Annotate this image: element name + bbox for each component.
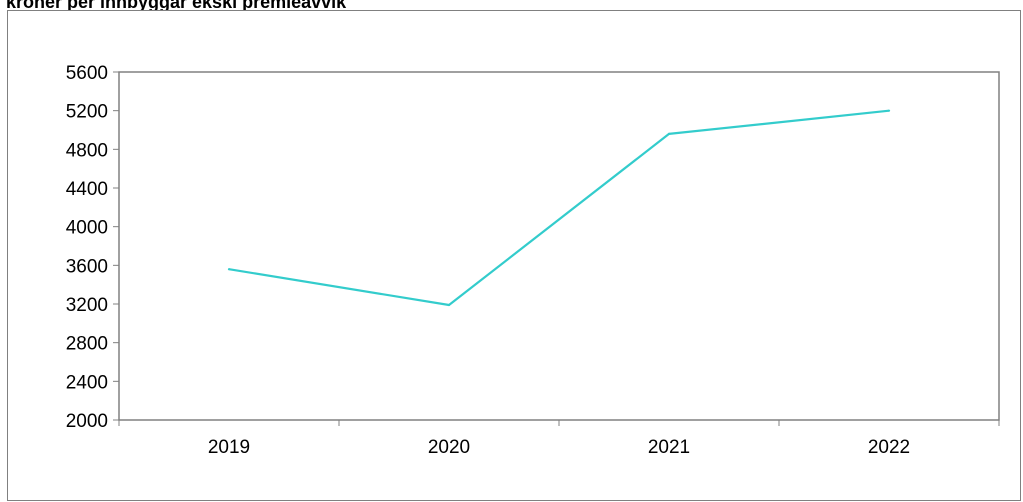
data-point — [227, 268, 231, 271]
y-tick-label: 4800 — [66, 140, 108, 161]
series-layer — [227, 109, 891, 307]
y-tick-label: 3600 — [66, 256, 108, 277]
y-axis: 2000 2400 2800 3200 3600 4000 4400 4800 5200 5600 — [66, 63, 119, 432]
y-tick-label: 5600 — [66, 63, 108, 84]
y-tick-label: 4400 — [66, 179, 108, 200]
y-tick-label: 4000 — [66, 218, 108, 239]
x-tick-label: 2021 — [648, 437, 690, 458]
x-tick-label: 2019 — [208, 437, 250, 458]
series-line — [228, 109, 890, 307]
x-tick-label: 2020 — [428, 437, 470, 458]
data-point — [447, 303, 451, 307]
x-tick-label: 2022 — [868, 437, 910, 458]
y-tick-label: 2000 — [66, 411, 108, 432]
y-tick-label: 2400 — [66, 372, 108, 393]
x-axis: 2019 2020 2021 2022 — [118, 420, 1000, 458]
y-tick-label: 2800 — [66, 334, 108, 355]
data-point — [667, 132, 671, 135]
y-tick-label: 5200 — [66, 102, 108, 123]
chart-title: kroner per innbyggar ekskl premieavvik — [6, 0, 347, 12]
data-point — [887, 109, 891, 112]
plot-area — [118, 71, 1000, 421]
y-tick-label: 3200 — [66, 295, 108, 316]
